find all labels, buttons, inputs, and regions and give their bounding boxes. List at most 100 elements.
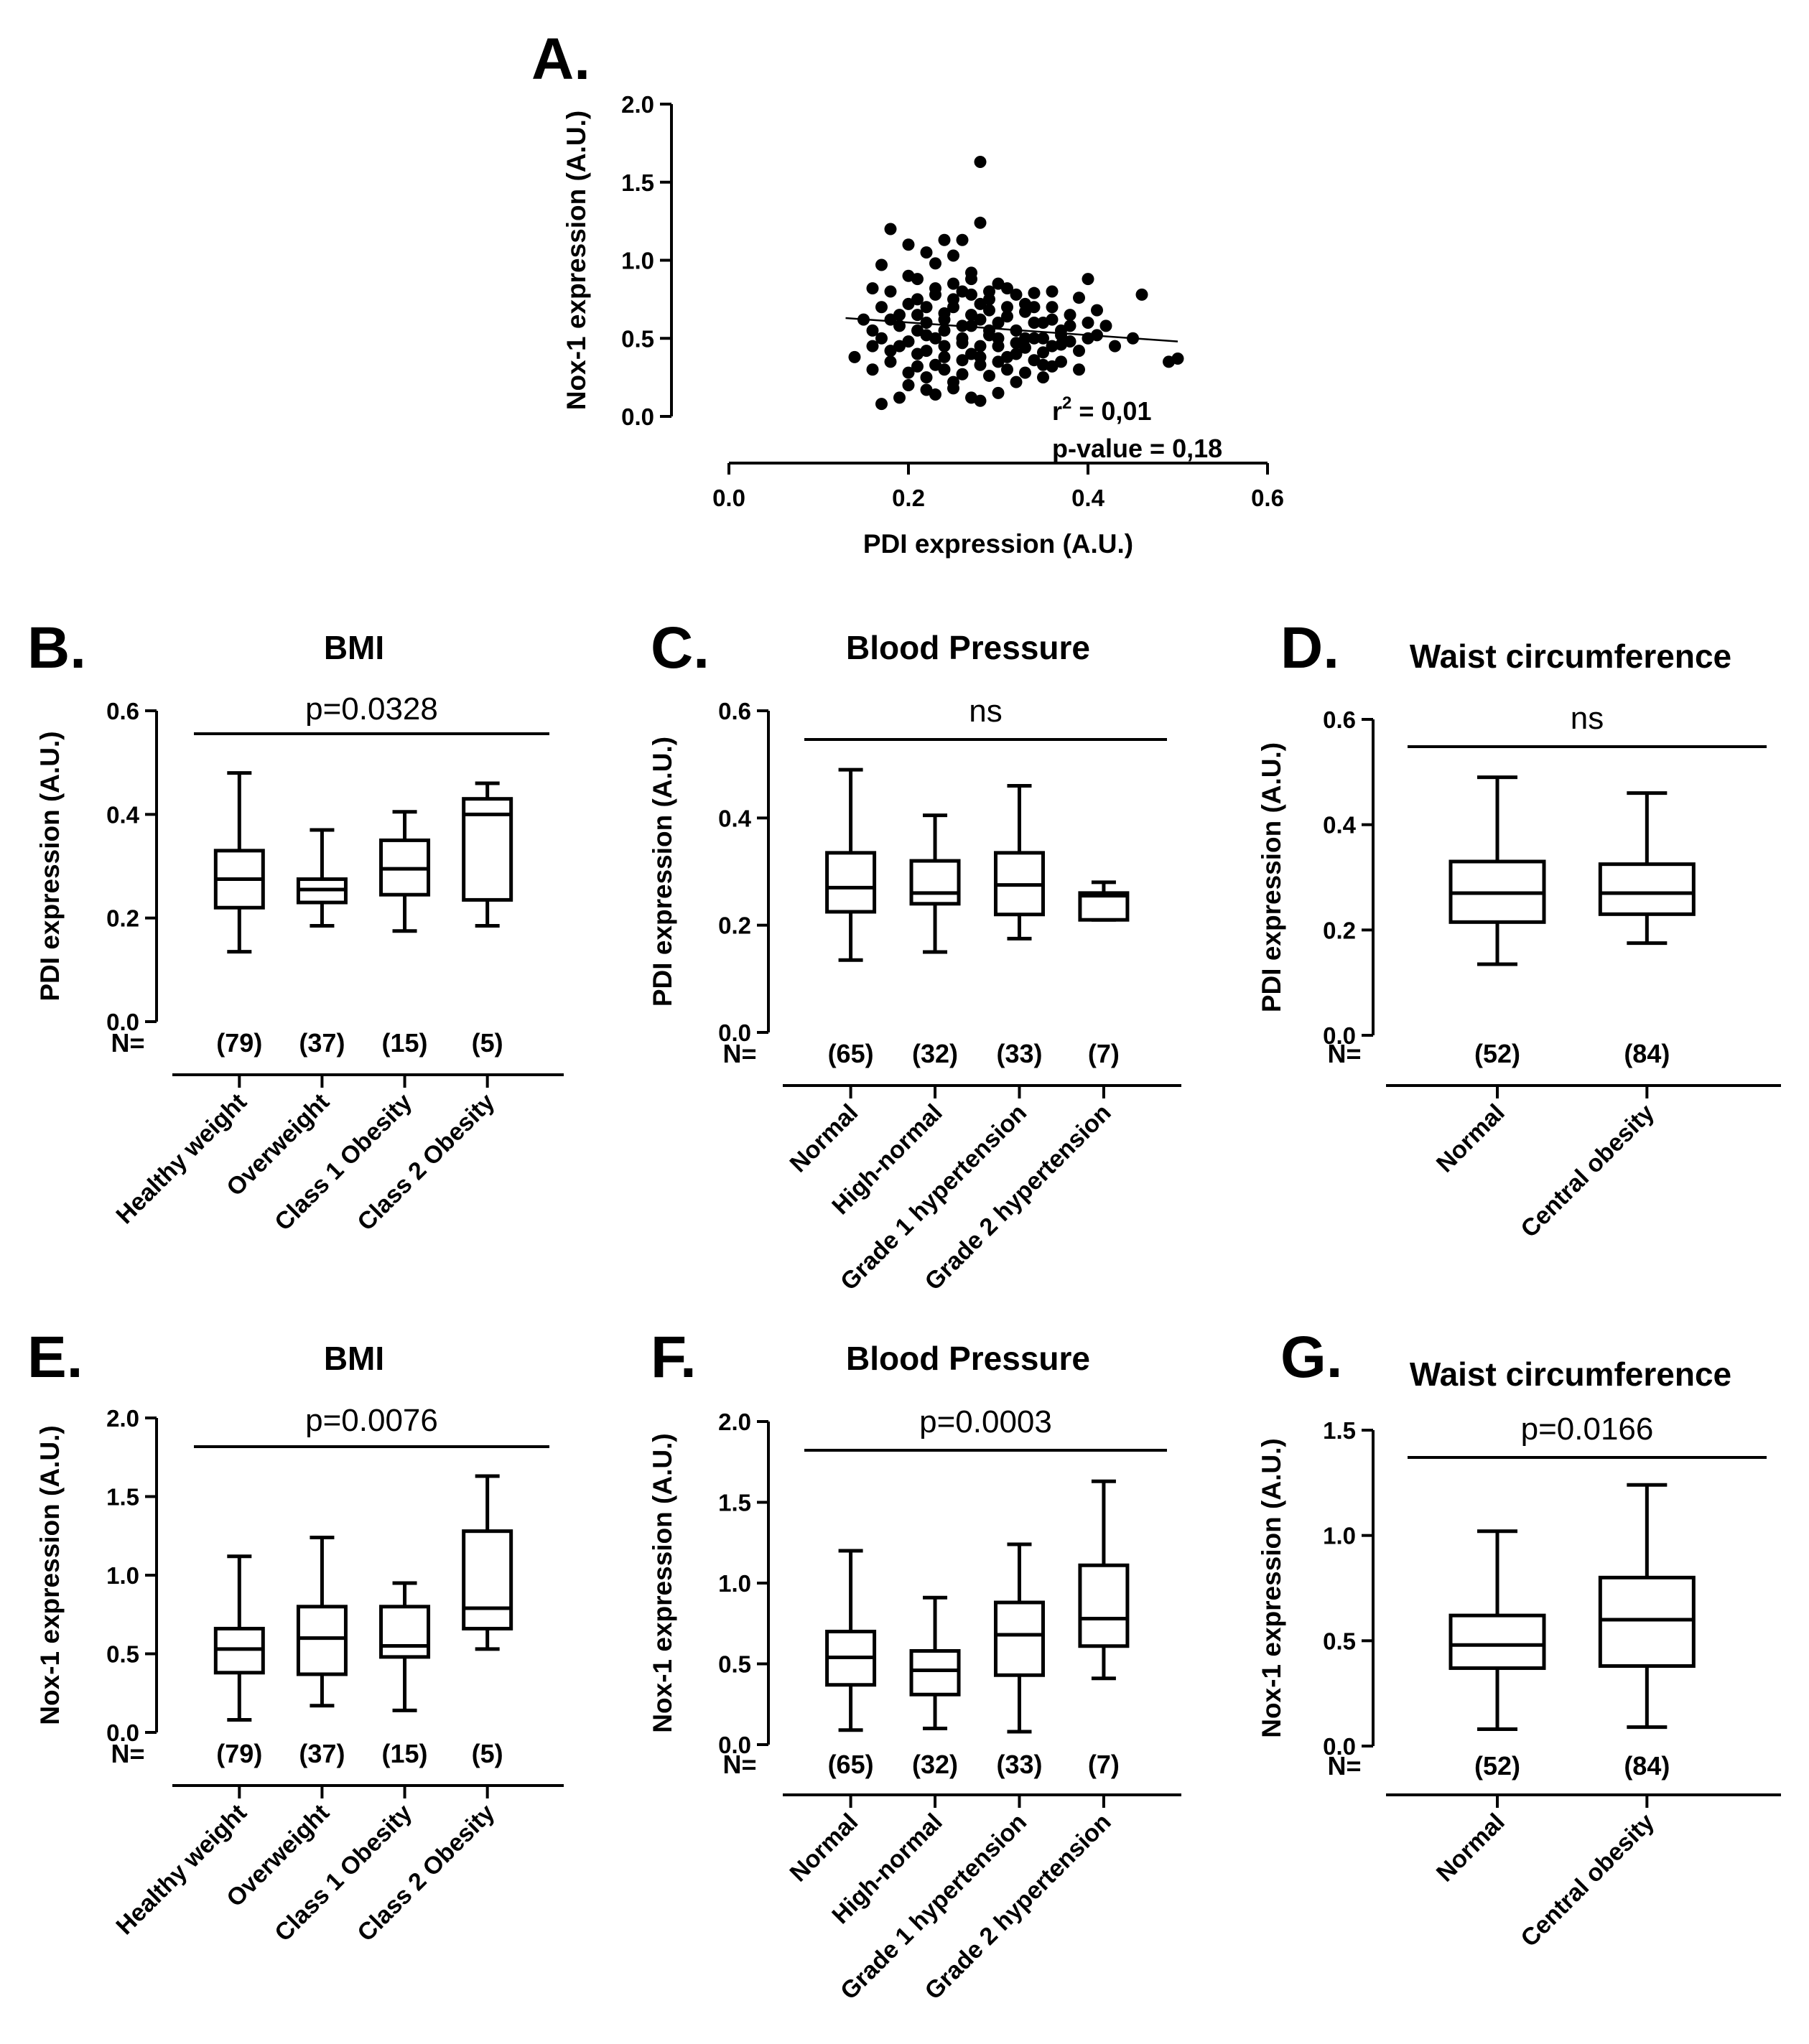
- data-point: [920, 383, 933, 396]
- data-point: [974, 297, 987, 310]
- box-4: [462, 1474, 513, 1651]
- data-point: [866, 340, 879, 353]
- y-axis-title: Nox-1 expression (A.U.): [1257, 1438, 1286, 1737]
- box-1: [213, 771, 265, 954]
- box-3: [379, 1581, 431, 1712]
- data-point: [902, 238, 915, 251]
- data-point: [1037, 317, 1049, 329]
- iqr-box: [462, 1529, 513, 1630]
- data-point: [1010, 375, 1023, 388]
- y-tick-label: 0.0: [1323, 1022, 1356, 1049]
- x-tick-label: 0.4: [1071, 485, 1105, 511]
- data-point: [983, 304, 995, 317]
- data-point: [1046, 360, 1059, 373]
- y-tick-label: 1.0: [621, 248, 654, 274]
- n-count: (65): [828, 1039, 874, 1068]
- data-point: [1082, 273, 1094, 286]
- data-point: [1099, 319, 1112, 332]
- n-label: N=: [1327, 1039, 1361, 1068]
- y-tick-label: 0.6: [1323, 706, 1356, 733]
- data-point: [1028, 354, 1041, 367]
- y-tick-label: 0.0: [1323, 1733, 1356, 1760]
- box-3: [379, 810, 431, 933]
- data-point: [956, 332, 969, 345]
- significance-label: p=0.0003: [919, 1404, 1052, 1439]
- data-point: [938, 363, 951, 376]
- n-count: (52): [1474, 1751, 1520, 1781]
- data-point: [1019, 341, 1031, 354]
- panel-b: B. BMI 0.0 0.2 0.4 0.6 PDI expression (A.U.) p=…: [27, 615, 564, 1236]
- y-tick-label: 0.5: [718, 1651, 751, 1678]
- box-1: [825, 767, 877, 962]
- y-tick-label: 1.5: [621, 169, 654, 196]
- data-point: [1109, 340, 1121, 353]
- data-point: [938, 324, 951, 337]
- data-point: [992, 386, 1005, 399]
- r-squared-label: r2 = 0,01: [1052, 393, 1151, 426]
- iqr-box: [993, 1600, 1045, 1677]
- data-point: [1055, 329, 1067, 342]
- data-point: [893, 391, 906, 404]
- data-point: [1010, 347, 1023, 360]
- iqr-box: [1598, 1575, 1696, 1669]
- y-tick-label: 0.4: [106, 801, 140, 828]
- y-tick-label: 0.4: [718, 805, 752, 831]
- data-point: [983, 285, 995, 298]
- data-point: [965, 309, 977, 322]
- data-point: [1028, 332, 1041, 345]
- panel-title: Blood Pressure: [846, 1340, 1090, 1377]
- y-tick-label: 1.5: [106, 1484, 139, 1511]
- y-tick-label: 0.5: [106, 1641, 139, 1668]
- data-point: [1046, 340, 1059, 353]
- category-label: Central obesity: [1515, 1099, 1660, 1243]
- data-point: [965, 319, 977, 332]
- data-point: [884, 223, 897, 235]
- data-point: [920, 371, 933, 384]
- panel-letter: A.: [531, 27, 590, 92]
- y-tick-label: 2.0: [106, 1405, 139, 1432]
- data-point: [1010, 288, 1023, 301]
- n-label: N=: [722, 1750, 756, 1779]
- data-point: [938, 350, 951, 363]
- box-1: [1448, 775, 1546, 966]
- category-label: Normal: [785, 1809, 864, 1887]
- category-label: Class 2 Obesity: [352, 1088, 500, 1236]
- n-count: (15): [382, 1028, 428, 1058]
- data-point: [983, 369, 995, 382]
- data-point: [884, 355, 897, 368]
- data-point: [1073, 291, 1085, 304]
- data-point: [992, 277, 1005, 290]
- y-axis-title: Nox-1 expression (A.U.): [648, 1433, 677, 1732]
- data-point: [974, 216, 987, 229]
- panel-letter: D.: [1280, 615, 1339, 681]
- category-label: Class 2 Obesity: [352, 1799, 500, 1947]
- data-point: [1046, 301, 1059, 314]
- category-label: Healthy weight: [111, 1088, 252, 1230]
- data-point: [1001, 301, 1013, 314]
- x-tick-label: 0.2: [892, 485, 925, 511]
- data-point: [956, 233, 969, 246]
- box-3: [993, 784, 1045, 941]
- iqr-box: [296, 1605, 348, 1676]
- data-point: [1091, 304, 1103, 317]
- data-point: [1037, 346, 1049, 359]
- data-point: [965, 288, 977, 301]
- data-point: [875, 398, 888, 411]
- data-point: [1135, 288, 1148, 301]
- y-tick-label: 1.5: [718, 1490, 751, 1516]
- box-2: [1598, 791, 1696, 946]
- box-2: [909, 813, 961, 954]
- box-4: [1078, 1479, 1130, 1681]
- data-point: [1001, 282, 1013, 295]
- data-point: [884, 285, 897, 298]
- iqr-box: [825, 851, 877, 914]
- data-point: [947, 277, 959, 290]
- data-point: [947, 249, 959, 262]
- data-point: [956, 368, 969, 381]
- data-point: [974, 340, 987, 353]
- data-point: [1028, 286, 1041, 299]
- data-point: [893, 309, 906, 322]
- n-count: (5): [472, 1739, 503, 1768]
- y-axis-title: PDI expression (A.U.): [35, 731, 65, 1001]
- data-point: [1001, 310, 1013, 323]
